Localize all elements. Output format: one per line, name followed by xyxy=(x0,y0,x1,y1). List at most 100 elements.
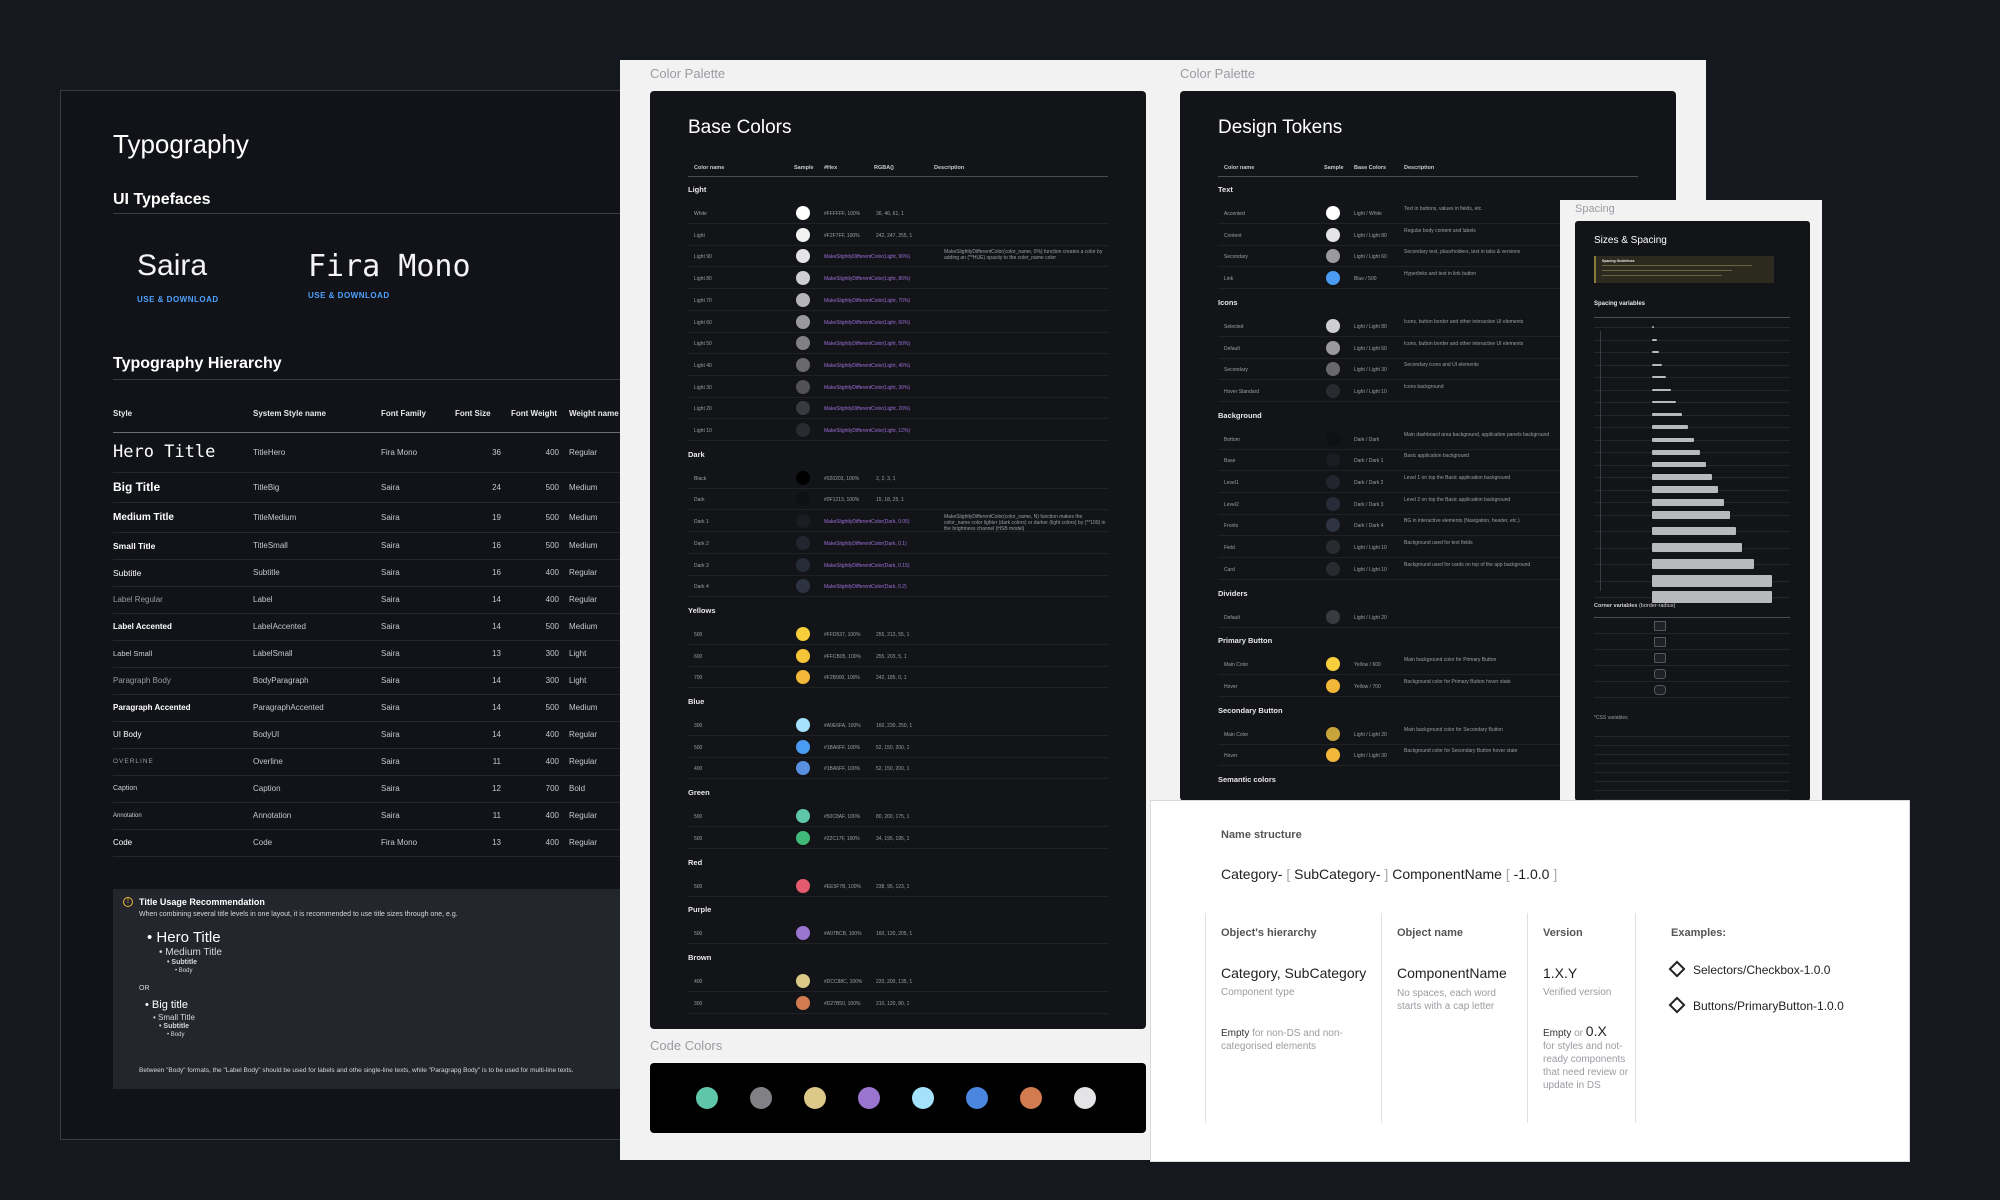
spacing-row-line xyxy=(1594,402,1790,403)
spacing-bar xyxy=(1652,559,1754,569)
spacing-bar xyxy=(1652,510,1730,519)
column-divider xyxy=(1527,913,1528,1123)
corner-variables-heading: Corner variables (border-radius) xyxy=(1594,603,1676,609)
hierarchy-note: Empty for non-DS and non-categorised ele… xyxy=(1221,1028,1343,1052)
spacing-bar xyxy=(1652,527,1736,535)
component-icon xyxy=(1668,960,1686,978)
color-row: White #FFFFFF, 100% 36, 46, 61, 1 xyxy=(688,203,1108,224)
color-name: Main Color xyxy=(1224,662,1249,669)
color-desc: Main dashboard area background, applicat… xyxy=(1404,431,1550,438)
color-base: Light / Light 10 xyxy=(1354,545,1387,552)
color-swatch xyxy=(1326,726,1340,741)
column-header: Font Weight xyxy=(511,396,569,433)
table-cell: Fira Mono xyxy=(381,432,455,473)
color-row: 500 #FFD537, 100% 255, 213, 55, 1 xyxy=(688,624,1108,645)
base-colors-title: Base Colors xyxy=(688,117,792,138)
saira-download-link[interactable]: USE & DOWNLOAD xyxy=(137,295,219,304)
color-name: 600 xyxy=(694,653,703,660)
css-row-line xyxy=(1594,736,1790,737)
spacing-row-line xyxy=(1594,364,1790,366)
color-hex: #F2F7FF, 100% xyxy=(824,232,860,239)
color-row: Main Color Light / Light 20 Main backgroun… xyxy=(1218,724,1638,745)
spacing-row-line xyxy=(1594,352,1790,353)
color-rgba: 238, 95, 123, 1 xyxy=(876,883,910,890)
color-desc: Level 2 on top the Basic application bac… xyxy=(1404,496,1511,503)
color-rgba: 52, 150, 200, 1 xyxy=(876,766,910,773)
table-cell: TitleSmall xyxy=(253,532,381,560)
color-swatch xyxy=(796,670,810,685)
table-row: Small Title TitleSmall Saira 16 500 Medium xyxy=(113,532,659,560)
corner-row-line xyxy=(1594,665,1790,666)
color-swatch xyxy=(1326,540,1340,555)
color-swatch xyxy=(796,492,810,507)
corner-row-line xyxy=(1594,697,1790,698)
fira-mono-download-link[interactable]: USE & DOWNLOAD xyxy=(308,291,390,300)
table-cell: 12 xyxy=(455,775,511,803)
color-desc: Hyperlinks and text in link button xyxy=(1404,271,1476,278)
corner-sample xyxy=(1654,637,1666,647)
color-hex: MakeSlightlyDifferentColor(Dark, 0.2) xyxy=(824,584,907,591)
color-name: Hover xyxy=(1224,753,1238,760)
color-hex: #50C8AF, 100% xyxy=(824,814,861,821)
spacing-bar xyxy=(1652,376,1666,378)
color-name: Light 20 xyxy=(694,406,712,413)
table-cell: 300 xyxy=(511,667,569,695)
table-header-row: Style System Style name Font Family Font… xyxy=(113,396,659,433)
color-row: Fronts Dark / Dark 4 BG in interactive ele… xyxy=(1218,515,1638,537)
color-swatch xyxy=(796,718,810,732)
version-sub: Verified version xyxy=(1543,987,1612,998)
spacing-bar xyxy=(1652,326,1654,328)
column-header: Color name xyxy=(694,165,725,171)
color-hex: #FFCB05, 100% xyxy=(824,653,861,660)
name-pattern: Category- [ SubCategory- ] ComponentName… xyxy=(1221,866,1558,882)
table-cell: 500 xyxy=(511,532,569,560)
spacing-bar xyxy=(1652,388,1671,391)
color-hex: #D27B50, 100% xyxy=(824,1000,861,1007)
color-row: Base Dark / Dark 1 Basic application backg… xyxy=(1218,450,1638,472)
color-swatch xyxy=(796,206,810,220)
table-cell: Saira xyxy=(381,472,455,503)
object-name-label: Object name xyxy=(1397,927,1464,939)
color-row: Dark 2 MakeSlightlyDifferentColor(Dark, 0… xyxy=(688,533,1108,554)
color-name: 300 xyxy=(694,1000,703,1007)
table-row: UI Body BodyUI Saira 14 400 Regular xyxy=(113,721,659,749)
spacing-bar xyxy=(1652,498,1724,506)
spacing-bar xyxy=(1652,351,1659,353)
hierarchy-label: Object's hierarchy xyxy=(1221,927,1317,939)
table-cell: Saira xyxy=(381,667,455,695)
example-big-title: • Big title xyxy=(145,999,188,1011)
spacing-bar xyxy=(1652,474,1712,480)
table-cell: TitleHero xyxy=(253,432,381,473)
color-name: Default xyxy=(1224,614,1240,621)
color-hex: #DCC88C, 100% xyxy=(824,978,863,985)
color-desc: Background color for Secondary Button ho… xyxy=(1404,748,1518,755)
color-group-heading: Red xyxy=(688,857,703,867)
version-label: Version xyxy=(1543,927,1583,939)
sheet-label: Color Palette xyxy=(1180,66,1256,81)
color-name: Level1 xyxy=(1224,480,1239,486)
color-group-heading: Dividers xyxy=(1218,588,1248,598)
color-swatch xyxy=(796,830,810,845)
color-name: 500 xyxy=(694,883,703,890)
color-swatch xyxy=(1326,678,1340,693)
color-row: Dark 3 MakeSlightlyDifferentColor(Dark, 0… xyxy=(688,555,1108,576)
color-swatch xyxy=(1326,318,1340,333)
hierarchy-sub: Component type xyxy=(1221,987,1295,998)
color-desc: Secondary icons and UI elements xyxy=(1404,362,1479,369)
column-header: Description xyxy=(1404,165,1435,171)
color-base: Light / Light 60 xyxy=(1354,345,1387,352)
color-hex: MakeSlightlyDifferentColor(Light, 40%) xyxy=(824,362,911,369)
color-hex: #1BA6FF, 100% xyxy=(824,744,861,751)
color-desc: MakeSlightlyDifferentColor(color_name, N… xyxy=(944,514,1106,533)
typeface-fira-mono: Fira Mono xyxy=(308,249,471,284)
color-hex: #020203, 100% xyxy=(824,475,860,482)
typography-table: Style System Style name Font Family Font… xyxy=(113,396,659,857)
color-swatch xyxy=(796,995,810,1010)
color-row: 600 #FFCB05, 100% 255, 203, 5, 1 xyxy=(688,646,1108,667)
color-row: 700 #F2B900, 100% 242, 185, 0, 1 xyxy=(688,667,1108,689)
color-row: Level1 Dark / Dark 2 Level 1 on top the Ba… xyxy=(1218,472,1638,493)
css-row-line xyxy=(1594,772,1790,773)
table-cell: Big Title xyxy=(113,472,253,503)
color-name: Accented xyxy=(1224,211,1245,217)
color-group-heading: Green xyxy=(688,788,710,798)
